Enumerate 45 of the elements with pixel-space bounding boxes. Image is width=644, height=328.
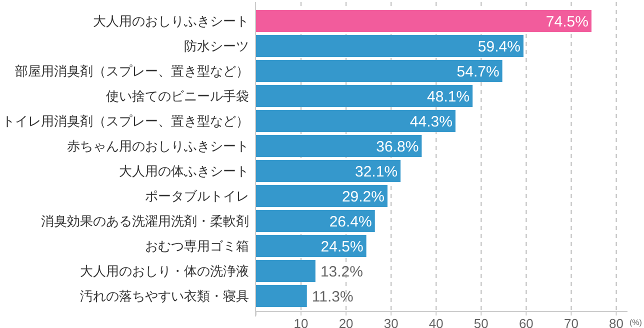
bar <box>256 10 592 32</box>
data-label: 44.3% <box>410 114 452 130</box>
y-tick-label: おむつ専用ゴミ箱 <box>145 238 249 254</box>
data-label: 74.5% <box>546 14 588 30</box>
x-tick-label: 40 <box>428 316 444 328</box>
data-label: 29.2% <box>342 188 384 206</box>
y-tick-label: 防水シーツ <box>184 38 249 54</box>
x-tick-label: 70 <box>564 316 578 328</box>
x-tick-label: 50 <box>474 316 488 328</box>
bar <box>256 285 307 307</box>
bar <box>256 35 524 57</box>
bar <box>256 260 316 282</box>
y-tick-label: 汚れの落ちやすい衣類・寝具 <box>80 288 249 304</box>
x-tick-label: 60 <box>518 316 534 328</box>
data-label: 48.1% <box>427 88 470 106</box>
y-tick-label: ポータブルトイレ <box>145 188 249 204</box>
bar <box>256 85 473 107</box>
data-label: 59.4% <box>478 38 520 56</box>
data-label: 11.3% <box>312 288 354 306</box>
bar <box>256 210 375 232</box>
bar <box>256 60 502 82</box>
x-tick-label: 30 <box>384 316 398 328</box>
data-label: 26.4% <box>329 214 372 230</box>
data-label: 13.2% <box>320 264 363 280</box>
bar <box>256 235 366 257</box>
x-tick-label: 20 <box>338 316 354 328</box>
y-tick-label: 消臭効果のある洗濯用洗剤・柔軟剤 <box>41 214 249 228</box>
data-label: 24.5% <box>320 238 364 256</box>
data-label: 54.7% <box>456 64 500 80</box>
x-axis-title: (%) <box>630 318 642 327</box>
data-label: 32.1% <box>355 164 398 180</box>
y-tick-label: 部屋用消臭剤（スプレー、置き型など） <box>15 64 249 78</box>
y-tick-label: 使い捨てのビニール手袋 <box>106 88 249 104</box>
x-tick-label: 80 <box>609 316 624 328</box>
bar <box>256 110 456 132</box>
bar <box>256 160 401 182</box>
bar <box>256 135 422 157</box>
x-tick-label: 10 <box>294 316 308 328</box>
bar <box>256 185 388 207</box>
y-tick-label: トイレ用消臭剤（スプレー、置き型など） <box>2 114 249 128</box>
y-tick-label: 大人用のおしりふきシート <box>93 14 249 28</box>
y-tick-label: 大人用の体ふきシート <box>119 164 249 178</box>
y-tick-label: 大人用のおしり・体の洗浄液 <box>80 264 249 278</box>
data-label: 36.8% <box>376 138 419 156</box>
y-tick-label: 赤ちゃん用のおしりふきシート <box>67 138 249 154</box>
